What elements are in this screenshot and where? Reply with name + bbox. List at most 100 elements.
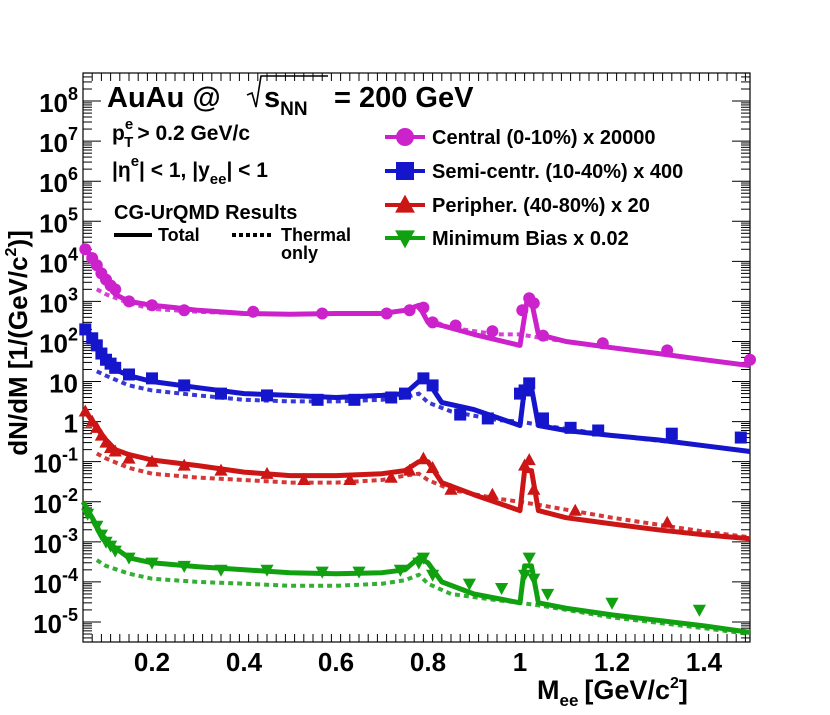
data-point xyxy=(90,520,104,533)
data-point xyxy=(178,304,191,317)
y-tick-label: 106 xyxy=(39,164,78,198)
y-tick-label: 103 xyxy=(39,284,78,318)
legend-label: Minimum Bias x 0.02 xyxy=(432,228,629,250)
pt-cut-label: pe T > 0.2 GeV/c xyxy=(112,116,250,151)
data-point xyxy=(417,301,430,314)
y-tick-label: 10-3 xyxy=(33,525,78,559)
data-point xyxy=(527,573,541,586)
data-point xyxy=(486,325,499,338)
data-point xyxy=(734,431,747,444)
y-axis-ticks: 10810710610510410310210110-110-210-310-4… xyxy=(33,72,750,639)
y-tick-label: 1 xyxy=(64,409,78,439)
data-point xyxy=(527,482,541,495)
data-point xyxy=(568,503,582,516)
series-3 xyxy=(80,500,751,636)
data-point xyxy=(495,583,509,596)
legend-label: Peripher. (40-80%) x 20 xyxy=(432,195,650,217)
data-point xyxy=(343,473,357,486)
data-point xyxy=(537,329,549,342)
x-tick-label: 0.2 xyxy=(134,647,170,677)
data-point xyxy=(596,337,609,350)
legend-marker xyxy=(396,162,414,180)
legend-label: Semi-centr. (10-40%) x 400 xyxy=(432,161,683,183)
x-tick-label: 1.4 xyxy=(686,647,723,677)
legend-marker xyxy=(395,230,415,249)
data-point xyxy=(564,421,577,434)
data-point xyxy=(90,420,104,433)
data-point xyxy=(79,243,92,256)
data-point xyxy=(311,393,324,406)
data-point xyxy=(109,283,122,296)
data-point xyxy=(177,458,191,471)
data-point xyxy=(145,454,159,467)
data-point xyxy=(247,305,260,318)
x-axis-label: Mee [GeV/c2] xyxy=(537,675,688,710)
cuts-annotation: pe T > 0.2 GeV/c |ηe| < 1, |yee| < 1 CG-Ur… xyxy=(112,116,351,263)
data-point xyxy=(744,353,756,366)
data-point xyxy=(215,387,227,400)
data-point xyxy=(527,297,540,310)
data-point xyxy=(316,307,329,320)
series-2 xyxy=(78,404,751,542)
title-main: AuAu @ xyxy=(107,82,221,114)
data-point xyxy=(260,466,274,479)
eta-cut-label: |ηe| < 1, |yee| < 1 xyxy=(112,153,268,188)
data-point xyxy=(178,379,191,392)
y-tick-label: 105 xyxy=(39,204,78,238)
chart-title: AuAu @ sNN = 200 GeV xyxy=(107,75,474,120)
y-tick-label: 10-4 xyxy=(33,565,78,599)
data-point xyxy=(123,368,135,381)
data-point xyxy=(541,588,555,601)
data-point xyxy=(385,391,398,404)
y-tick-label: 10-1 xyxy=(33,445,78,479)
data-point xyxy=(393,564,407,577)
total-line-label: Total xyxy=(158,225,200,245)
data-point xyxy=(380,307,393,320)
data-point xyxy=(214,564,228,577)
x-tick-label: 0.8 xyxy=(410,647,446,677)
data-point xyxy=(403,463,417,476)
data-point xyxy=(297,473,311,486)
data-point xyxy=(426,379,439,392)
data-point xyxy=(454,408,467,421)
data-point xyxy=(523,377,536,390)
thermal-line xyxy=(95,558,751,636)
data-point xyxy=(605,597,619,610)
data-point xyxy=(146,372,158,385)
legend-marker xyxy=(396,128,414,146)
data-point xyxy=(177,560,191,573)
data-point xyxy=(522,453,536,466)
y-tick-label: 102 xyxy=(39,324,78,358)
data-point xyxy=(122,451,136,464)
data-point xyxy=(123,295,135,308)
series-1 xyxy=(79,323,751,454)
series-0 xyxy=(79,243,756,369)
data-point xyxy=(108,444,122,457)
data-point xyxy=(462,578,476,591)
y-tick-label: 10 xyxy=(49,369,78,399)
data-point xyxy=(449,319,462,332)
data-point xyxy=(146,299,158,312)
data-point xyxy=(109,361,122,374)
legend-label: Central (0-10%) x 20000 xyxy=(432,127,655,149)
thermal-line-label: Thermal xyxy=(281,225,351,245)
data-point xyxy=(214,463,228,476)
data-point xyxy=(416,552,430,565)
data-point xyxy=(403,304,416,317)
data-point xyxy=(94,428,108,441)
x-axis-ticks: 0.2 0.4 0.6 0.8 1 1.2 1.4 xyxy=(82,73,746,677)
data-point xyxy=(660,515,674,528)
data-point xyxy=(94,529,108,542)
y-tick-label: 10-2 xyxy=(33,485,78,519)
data-point xyxy=(261,389,273,402)
thermal-line xyxy=(95,369,751,454)
data-point xyxy=(426,316,439,329)
data-point xyxy=(416,451,430,464)
title-energy: = 200 GeV xyxy=(334,82,474,114)
y-tick-label: 104 xyxy=(39,244,78,278)
data-point xyxy=(315,566,329,579)
data-point xyxy=(522,552,536,565)
data-point xyxy=(444,482,458,495)
data-point xyxy=(352,566,366,579)
